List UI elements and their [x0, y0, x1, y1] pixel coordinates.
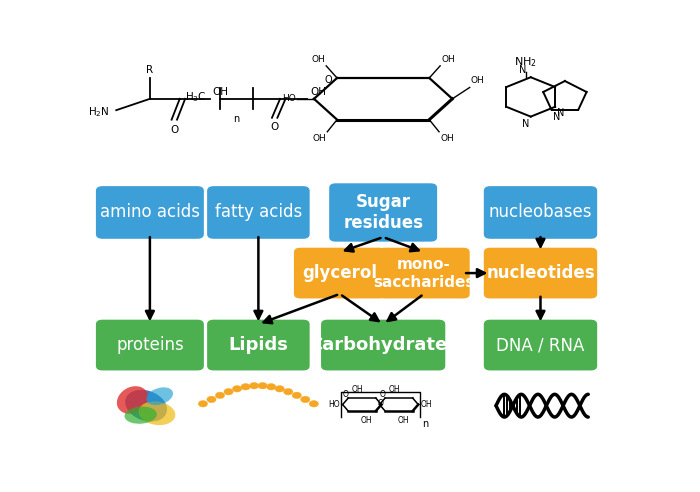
Text: OH: OH	[441, 55, 455, 63]
Circle shape	[241, 384, 250, 390]
Text: O: O	[324, 75, 332, 86]
FancyBboxPatch shape	[207, 320, 309, 370]
Ellipse shape	[125, 390, 167, 422]
Text: nucleotides: nucleotides	[486, 264, 595, 282]
Text: N: N	[519, 65, 526, 75]
Text: O: O	[270, 123, 279, 132]
Text: N: N	[556, 108, 564, 118]
Text: amino acids: amino acids	[100, 204, 200, 221]
Circle shape	[275, 386, 284, 392]
Text: OH: OH	[312, 55, 325, 63]
FancyBboxPatch shape	[96, 186, 204, 239]
Circle shape	[284, 389, 293, 395]
Text: glycerol: glycerol	[302, 264, 377, 282]
Text: Lipids: Lipids	[228, 336, 288, 354]
Circle shape	[224, 389, 233, 395]
Circle shape	[232, 386, 241, 392]
Text: R: R	[146, 65, 153, 75]
Circle shape	[309, 400, 318, 407]
Ellipse shape	[139, 401, 175, 425]
Text: $\mathsf{H_3C}$: $\mathsf{H_3C}$	[186, 90, 207, 104]
Text: Carbohydrates: Carbohydrates	[309, 336, 458, 354]
Text: Sugar
residues: Sugar residues	[343, 193, 424, 232]
Text: $\mathsf{NH_2}$: $\mathsf{NH_2}$	[514, 55, 537, 69]
Text: OH: OH	[312, 134, 326, 143]
Text: nucleobases: nucleobases	[489, 204, 592, 221]
Circle shape	[249, 382, 259, 389]
FancyBboxPatch shape	[484, 186, 597, 239]
Text: fatty acids: fatty acids	[215, 204, 302, 221]
Circle shape	[216, 392, 225, 399]
FancyBboxPatch shape	[484, 320, 597, 370]
Text: OH: OH	[440, 134, 454, 143]
Circle shape	[292, 392, 302, 399]
FancyBboxPatch shape	[378, 247, 470, 299]
Ellipse shape	[146, 387, 173, 405]
Ellipse shape	[117, 386, 148, 414]
Text: proteins: proteins	[116, 336, 184, 354]
FancyBboxPatch shape	[96, 320, 204, 370]
Text: O: O	[377, 399, 384, 407]
Text: n: n	[422, 419, 428, 430]
Circle shape	[198, 400, 207, 407]
Text: OH: OH	[389, 385, 400, 394]
Text: N: N	[522, 119, 529, 128]
Text: OH: OH	[310, 87, 326, 97]
FancyBboxPatch shape	[484, 247, 597, 299]
Text: HO: HO	[328, 400, 340, 409]
Text: n: n	[234, 114, 240, 124]
Circle shape	[207, 396, 216, 402]
FancyBboxPatch shape	[321, 320, 445, 370]
Text: OH: OH	[397, 416, 409, 425]
Circle shape	[258, 382, 267, 389]
Text: OH: OH	[471, 76, 484, 85]
Text: HO: HO	[282, 94, 295, 103]
Text: OH: OH	[352, 385, 364, 394]
FancyBboxPatch shape	[207, 186, 309, 239]
Text: OH: OH	[360, 416, 372, 425]
Circle shape	[267, 384, 276, 390]
Text: $\mathsf{H_2N}$: $\mathsf{H_2N}$	[88, 105, 109, 119]
Text: DNA / RNA: DNA / RNA	[496, 336, 584, 354]
Ellipse shape	[125, 406, 157, 424]
Text: O: O	[379, 390, 385, 399]
FancyBboxPatch shape	[329, 184, 437, 242]
Text: mono-
saccharides: mono- saccharides	[373, 257, 475, 290]
Circle shape	[301, 396, 310, 402]
Text: OH: OH	[212, 87, 228, 97]
Text: N: N	[552, 112, 560, 122]
Text: OH: OH	[421, 400, 433, 409]
Text: O: O	[170, 124, 178, 135]
Text: O: O	[342, 390, 349, 399]
FancyBboxPatch shape	[294, 247, 386, 299]
